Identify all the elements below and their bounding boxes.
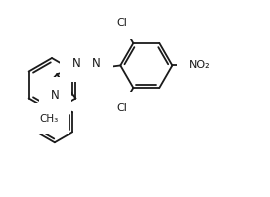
- Text: Cl: Cl: [116, 18, 127, 28]
- Text: Cl: Cl: [116, 103, 127, 113]
- Text: N: N: [92, 57, 101, 70]
- Text: N: N: [72, 57, 81, 70]
- Text: NO₂: NO₂: [188, 60, 210, 71]
- Text: CH₃: CH₃: [39, 114, 59, 124]
- Text: N: N: [51, 89, 60, 102]
